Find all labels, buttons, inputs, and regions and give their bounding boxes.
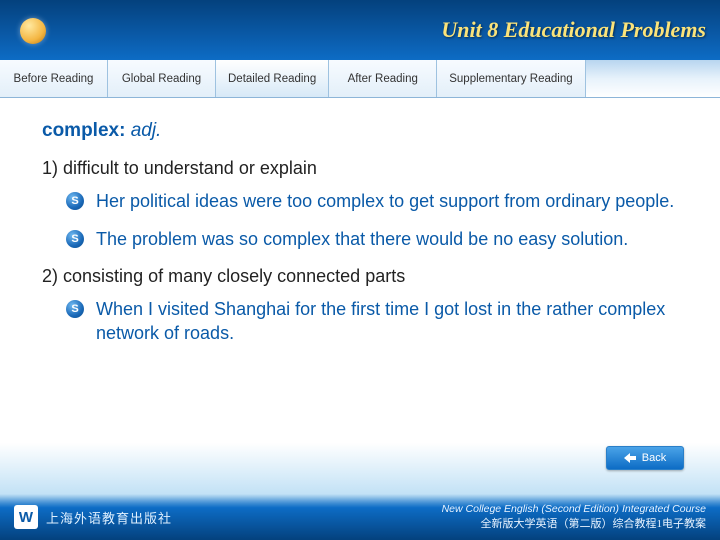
definition-2: 2) consisting of many closely connected … [42,266,678,287]
example-row: S The problem was so complex that there … [66,227,678,251]
example-row: S When I visited Shanghai for the first … [66,297,678,346]
publisher-name: 上海外语教育出版社 [46,508,172,527]
def-text-1: difficult to understand or explain [63,158,317,178]
def-text-2: consisting of many closely connected par… [63,266,405,286]
sentence-bullet-icon: S [66,230,84,248]
footer-bar: W 上海外语教育出版社 New College English (Second … [0,494,720,540]
example-1-2: The problem was so complex that there wo… [96,227,628,251]
tab-before-reading[interactable]: Before Reading [0,60,108,97]
sentence-bullet-icon: S [66,192,84,210]
tab-detailed-reading[interactable]: Detailed Reading [216,60,329,97]
example-2-1: When I visited Shanghai for the first ti… [96,297,678,346]
publisher-logo-icon: W [14,505,38,529]
reading-tabs: Before Reading Global Reading Detailed R… [0,60,720,98]
footer-right: New College English (Second Edition) Int… [442,503,706,531]
course-title-en: New College English (Second Edition) Int… [442,503,706,517]
word-text: complex [42,120,119,141]
tab-supplementary-reading[interactable]: Supplementary Reading [437,60,585,97]
sentence-bullet-icon: S [66,300,84,318]
example-1-1: Her political ideas were too complex to … [96,189,674,213]
course-title-cn: 全新版大学英语（第二版）综合教程1电子教案 [442,517,706,531]
footer-left: W 上海外语教育出版社 [14,505,172,529]
tab-after-reading[interactable]: After Reading [329,60,437,97]
headword: complex: adj. [42,120,678,142]
back-arrow-icon [624,453,636,463]
back-label: Back [642,452,666,464]
def-num-1: 1) [42,158,58,178]
definition-1: 1) difficult to understand or explain [42,158,678,179]
slide-page: Unit 8 Educational Problems Before Readi… [0,0,720,540]
example-row: S Her political ideas were too complex t… [66,189,678,213]
book-icon [20,18,46,44]
part-of-speech: adj. [131,120,162,141]
content-area: complex: adj. 1) difficult to understand… [0,98,720,478]
def-num-2: 2) [42,266,58,286]
unit-title: Unit 8 Educational Problems [441,17,706,43]
header-bar: Unit 8 Educational Problems [0,0,720,60]
back-button[interactable]: Back [606,446,684,470]
tab-global-reading[interactable]: Global Reading [108,60,216,97]
